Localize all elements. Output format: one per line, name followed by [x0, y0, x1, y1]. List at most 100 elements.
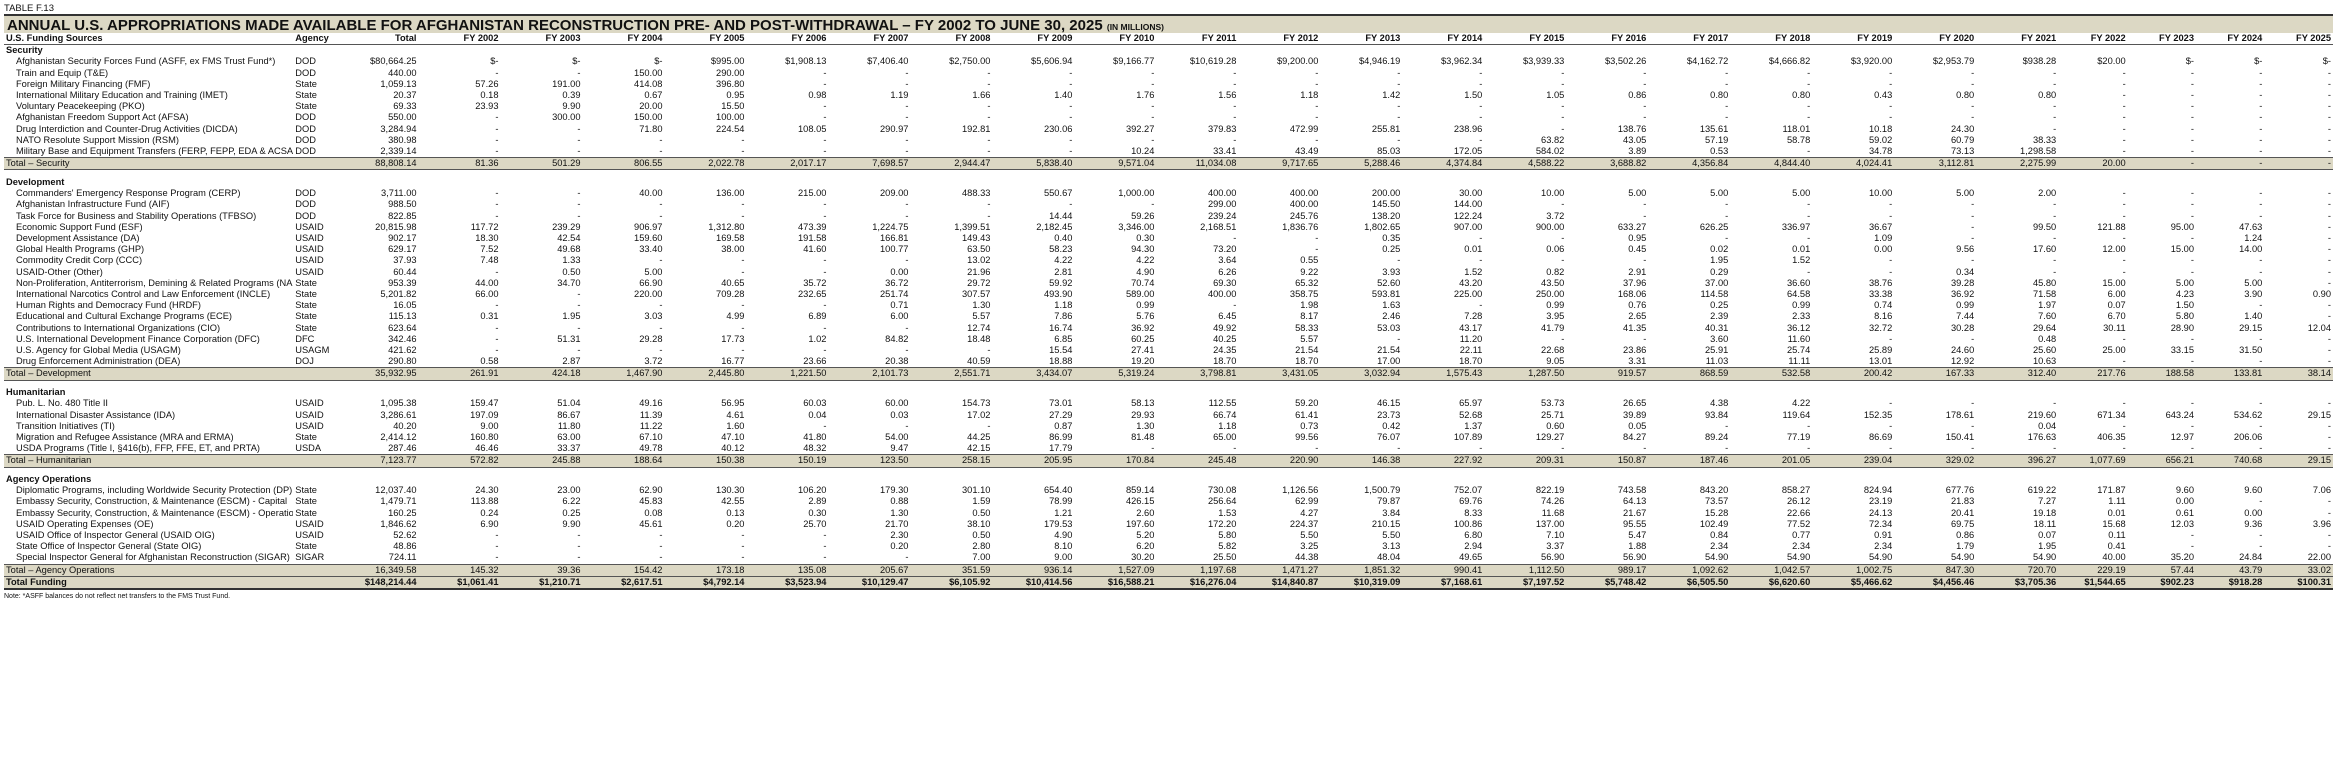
fiscal-year-value-cell: - — [1151, 134, 1155, 145]
fiscal-year-value-cell: 1,836.76 — [1282, 221, 1319, 232]
agency-cell: State — [295, 496, 317, 507]
total-cell: $148,214.44 — [343, 575, 419, 591]
fiscal-year-value-cell: 743.58 — [1617, 485, 1647, 496]
fiscal-year-value-cell: $3,962.34 — [1440, 56, 1483, 67]
fiscal-year-value-cell: - — [905, 210, 909, 221]
fiscal-year-value-cell: 188.58 — [2127, 367, 2197, 381]
fiscal-year-value-cell: 53.03 — [1377, 322, 1401, 333]
fiscal-year-value-cell: - — [2259, 123, 2263, 134]
fiscal-year-value-cell: $4,162.72 — [1686, 56, 1729, 67]
fiscal-year-value-cell: 238.96 — [1453, 123, 1483, 134]
fiscal-year-value-cell: 843.20 — [1699, 485, 1729, 496]
section-label: Security — [6, 45, 43, 56]
fiscal-year-value-cell: 5.20 — [1136, 530, 1155, 541]
fiscal-year-value-cell: 173.18 — [664, 563, 747, 577]
fiscal-year-value-cell: 152.35 — [1863, 409, 1893, 420]
fiscal-year-value-cell: 191.58 — [798, 232, 827, 243]
fiscal-year-value-cell: 6.00 — [2107, 288, 2126, 299]
fiscal-year-value-cell: 57.26 — [475, 78, 499, 89]
spacer-cell — [4, 170, 2333, 177]
section-spacer — [4, 467, 2333, 474]
fiscal-year-value-cell: - — [659, 541, 663, 552]
fiscal-year-value-cell: 4,356.84 — [1648, 157, 1731, 171]
fiscal-year-value-cell: 1,287.50 — [1484, 367, 1567, 381]
table-row: Afghanistan Freedom Support Act (AFSA) DO… — [4, 112, 2333, 123]
fiscal-year-value-cell: 25.50 — [1213, 552, 1237, 563]
fiscal-year-value-cell: 70.74 — [1131, 277, 1155, 288]
fiscal-year-value-cell: 77.52 — [1787, 518, 1811, 529]
fiscal-year-value-cell: 62.90 — [639, 485, 663, 496]
fiscal-year-value-cell: - — [823, 134, 827, 145]
total-cell: 16,349.58 — [343, 563, 419, 577]
funding-source-cell: Migration and Refugee Assistance (MRA an… — [16, 431, 234, 442]
fiscal-year-value-cell: 8.16 — [1874, 311, 1893, 322]
funding-source-cell: Foreign Military Financing (FMF) — [16, 78, 151, 89]
fiscal-year-value-cell: 24.60 — [1950, 344, 1975, 355]
fiscal-year-value-cell: $7,197.52 — [1484, 575, 1567, 591]
column-header: FY 2012 — [1238, 33, 1321, 46]
fiscal-year-value-cell: - — [1889, 67, 1893, 78]
fiscal-year-value-cell: - — [823, 146, 827, 157]
fiscal-year-value-cell: 63.82 — [1541, 134, 1565, 145]
fiscal-year-value-cell: 0.30 — [1136, 232, 1155, 243]
fiscal-year-value-cell: $9,200.00 — [1277, 56, 1319, 67]
fiscal-year-value-cell: 4.38 — [1710, 398, 1729, 409]
fiscal-year-value-cell: 0.95 — [726, 90, 745, 101]
fiscal-year-value-cell: 1.63 — [1382, 300, 1401, 311]
fiscal-year-value-cell: - — [2190, 232, 2195, 243]
fiscal-year-value-cell: - — [577, 552, 581, 563]
fiscal-year-value-cell: 49.65 — [1459, 552, 1483, 563]
fiscal-year-value-cell: 6.26 — [1218, 266, 1237, 277]
fiscal-year-value-cell: 9.60 — [2175, 485, 2195, 496]
fiscal-year-value-cell: - — [1971, 67, 1975, 78]
fiscal-year-value-cell: - — [2053, 266, 2057, 277]
fiscal-year-value-cell: - — [2327, 530, 2331, 541]
fiscal-year-value-cell: 7,698.57 — [828, 157, 911, 171]
fiscal-year-value-cell: - — [659, 199, 663, 210]
fiscal-year-value-cell: - — [577, 67, 581, 78]
fiscal-year-value-cell: $995.00 — [710, 56, 745, 67]
fiscal-year-value-cell: 179.53 — [1043, 518, 1073, 529]
fiscal-year-value-cell: 43.20 — [1459, 277, 1483, 288]
fiscal-year-value-cell: - — [1561, 123, 1565, 134]
funding-source-cell: Military Base and Equipment Transfers (F… — [16, 146, 294, 157]
fiscal-year-value-cell: 73.57 — [1705, 496, 1729, 507]
fiscal-year-value-cell: 21.70 — [885, 518, 909, 529]
fiscal-year-value-cell: 32.72 — [1868, 322, 1893, 333]
fiscal-year-value-cell: - — [987, 146, 991, 157]
fiscal-year-value-cell: - — [2190, 333, 2195, 344]
fiscal-year-value-cell: 33.15 — [2170, 344, 2195, 355]
fiscal-year-value-cell: - — [1151, 112, 1155, 123]
fiscal-year-value-cell: 868.59 — [1648, 367, 1731, 381]
column-header: FY 2007 — [828, 33, 911, 46]
fiscal-year-value-cell: 1.95 — [562, 311, 581, 322]
fiscal-year-value-cell: 18.70 — [1295, 356, 1319, 367]
fiscal-year-value-cell: 730.08 — [1207, 485, 1237, 496]
section-header-row: Development — [4, 177, 2333, 188]
fiscal-year-value-cell: 18.11 — [2033, 518, 2057, 529]
total-cell: 3,711.00 — [381, 188, 417, 199]
fiscal-year-value-cell: 73.01 — [1049, 398, 1073, 409]
section-label: Humanitarian — [6, 387, 66, 398]
fiscal-year-value-cell: 54.00 — [885, 431, 909, 442]
fiscal-year-value-cell: - — [1971, 255, 1975, 266]
fiscal-year-value-cell: 49.68 — [557, 244, 581, 255]
fiscal-year-value-cell: 1,092.62 — [1648, 563, 1731, 577]
fiscal-year-value-cell: 4.90 — [1054, 530, 1073, 541]
fiscal-year-value-cell: - — [1315, 101, 1319, 112]
fiscal-year-value-cell: 38.00 — [721, 244, 745, 255]
fiscal-year-value-cell: 3.89 — [1628, 146, 1647, 157]
fiscal-year-value-cell: - — [823, 78, 827, 89]
fiscal-year-value-cell: 7.52 — [480, 244, 499, 255]
fiscal-year-value-cell: 11.20 — [1459, 333, 1483, 344]
fiscal-year-value-cell: 24.30 — [475, 485, 499, 496]
total-cell: 902.17 — [388, 232, 417, 243]
fiscal-year-value-cell: 6.90 — [480, 518, 499, 529]
fiscal-year-value-cell: 2.34 — [1710, 541, 1729, 552]
table-row: USAID Office of Inspector General (USAID… — [4, 530, 2333, 541]
fiscal-year-value-cell: 4,588.22 — [1484, 157, 1567, 171]
fiscal-year-value-cell: 0.95 — [1628, 232, 1647, 243]
column-header: Total — [343, 33, 419, 46]
fiscal-year-value-cell: 232.65 — [798, 288, 827, 299]
fiscal-year-value-cell: 1,500.79 — [1364, 485, 1401, 496]
